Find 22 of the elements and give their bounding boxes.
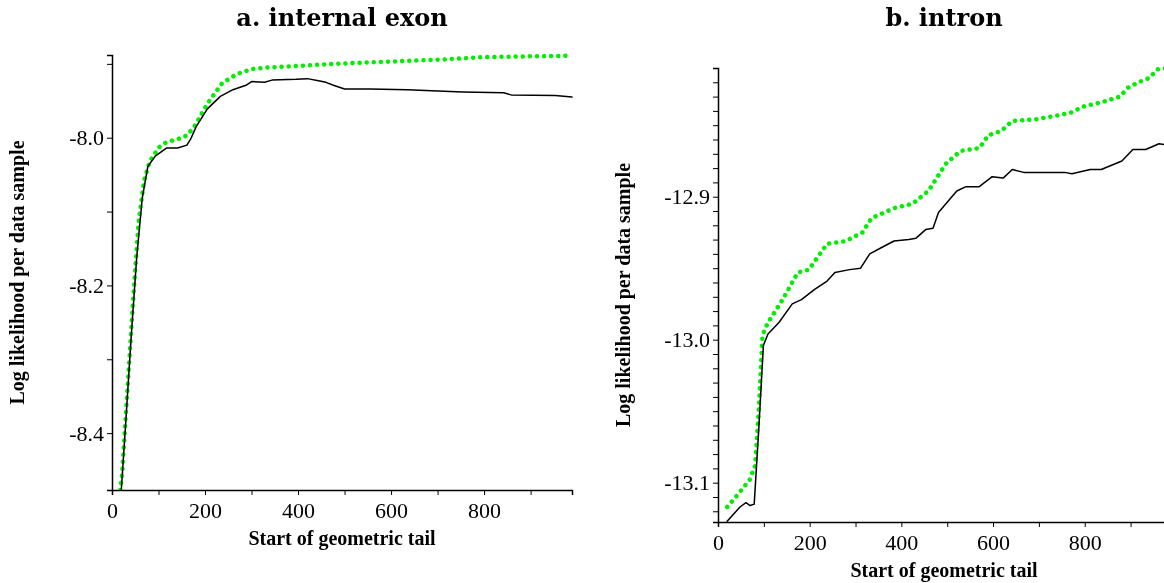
x-axis-title: Start of geometric tail xyxy=(248,527,437,550)
y-tick-label: -13.1 xyxy=(664,470,710,496)
x-tick-label: 600 xyxy=(375,497,409,523)
x-tick-label: 400 xyxy=(885,529,919,555)
x-tick-label: 200 xyxy=(189,497,223,523)
chart-title: a. internal exon xyxy=(236,3,448,32)
y-tick-label: -8.2 xyxy=(69,272,104,298)
y-axis-title: Log likelihood per data sample xyxy=(612,162,635,428)
y-tick-label: -12.9 xyxy=(664,184,710,210)
y-tick-label: -13.0 xyxy=(664,327,710,353)
x-tick-label: 0 xyxy=(107,497,118,523)
x-tick-label: 600 xyxy=(977,529,1011,555)
chart-title: b. intron xyxy=(885,3,1003,32)
x-tick-label: 800 xyxy=(468,497,502,523)
x-axis-title: Start of geometric tail xyxy=(850,559,1039,582)
y-axis-title: Log likelihood per data sample xyxy=(6,140,29,405)
x-tick-label: 0 xyxy=(713,529,724,555)
y-tick-label: -8.0 xyxy=(69,125,104,151)
x-tick-label: 400 xyxy=(282,497,316,523)
x-tick-label: 800 xyxy=(1068,529,1102,555)
y-tick-label: -8.4 xyxy=(69,420,104,446)
x-tick-label: 200 xyxy=(793,529,827,555)
